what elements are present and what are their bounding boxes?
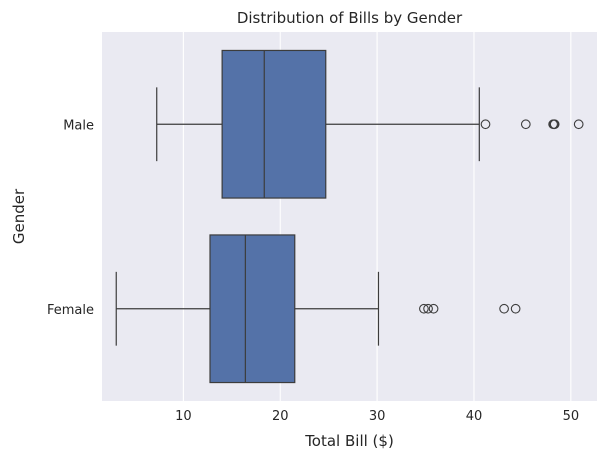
box-female — [115, 234, 521, 384]
x-ticks: 10 20 30 40 50 — [175, 409, 579, 424]
outlier-point — [423, 303, 433, 314]
outlier-point — [510, 303, 521, 314]
x-axis-label: Total Bill ($) — [304, 432, 394, 450]
x-tick-label: 20 — [272, 409, 289, 424]
x-tick-label: 50 — [563, 409, 580, 424]
box-male — [156, 49, 584, 199]
y-axis-label: Gender — [10, 188, 28, 244]
chart-title: Distribution of Bills by Gender — [237, 9, 463, 27]
outlier-point — [520, 119, 531, 130]
y-tick-label: Male — [63, 118, 94, 133]
x-tick-label: 30 — [369, 409, 386, 424]
y-tick-label: Female — [47, 303, 94, 318]
iqr-box — [221, 49, 327, 199]
plot-area — [102, 32, 597, 401]
boxes — [115, 49, 584, 384]
x-tick-label: 10 — [175, 409, 192, 424]
outlier-point — [549, 119, 560, 130]
x-tick-label: 40 — [466, 409, 483, 424]
outlier-point — [428, 303, 439, 314]
y-ticks: Male Female — [47, 118, 94, 318]
outlier-point — [419, 303, 429, 314]
outlier-point — [573, 119, 584, 130]
iqr-box — [209, 234, 296, 384]
outlier-point — [480, 119, 491, 130]
outlier-point — [499, 303, 509, 314]
